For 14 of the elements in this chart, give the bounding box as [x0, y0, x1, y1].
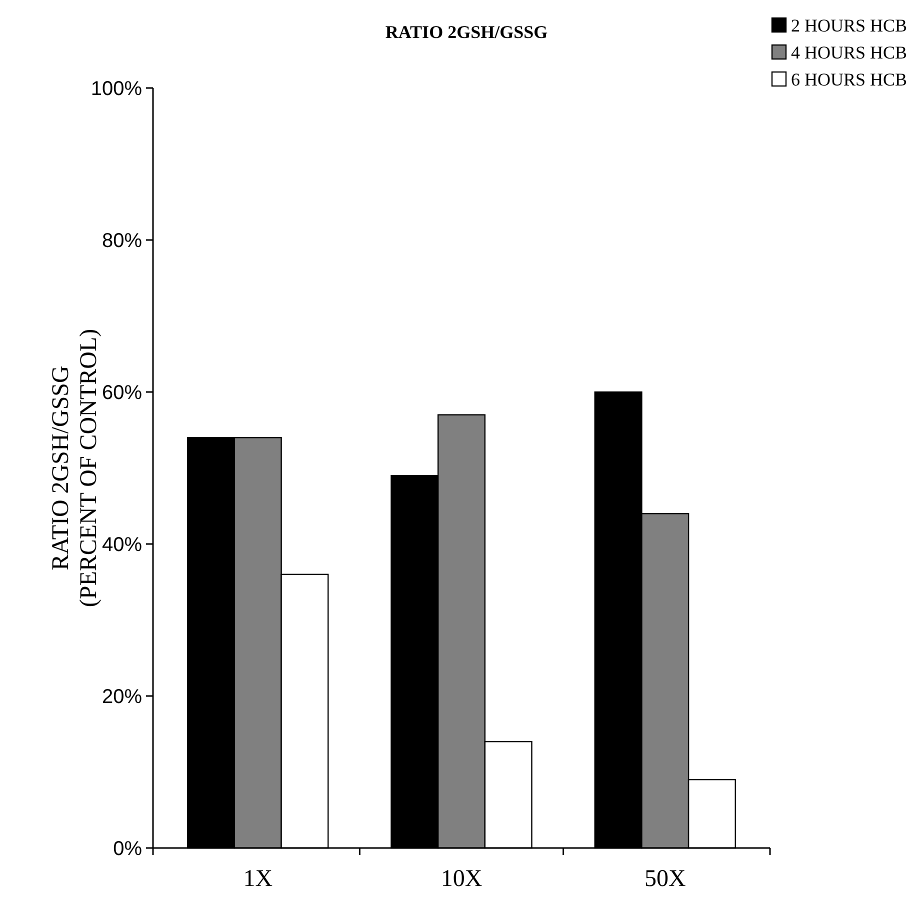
y-tick-label: 60% [102, 382, 142, 404]
legend-label: 6 HOURS HCB [791, 69, 908, 90]
legend-label: 2 HOURS HCB [791, 15, 908, 36]
y-tick-label: 0% [113, 838, 142, 860]
y-tick-label: 20% [102, 686, 142, 708]
y-axis-title: RATIO 2GSH/GSSG (PERCENT OF CONTROL) [48, 328, 102, 608]
x-tick-label: 1X [243, 866, 273, 892]
y-tick-label: 100% [90, 78, 142, 100]
y-tick-label: 80% [102, 230, 142, 252]
chart-title: RATIO 2GSH/GSSG [385, 22, 548, 42]
x-tick-label: 50X [644, 866, 686, 892]
x-tick-label: 10X [440, 866, 482, 892]
y-tick-label: 40% [102, 534, 142, 556]
legend-label: 4 HOURS HCB [791, 42, 908, 62]
